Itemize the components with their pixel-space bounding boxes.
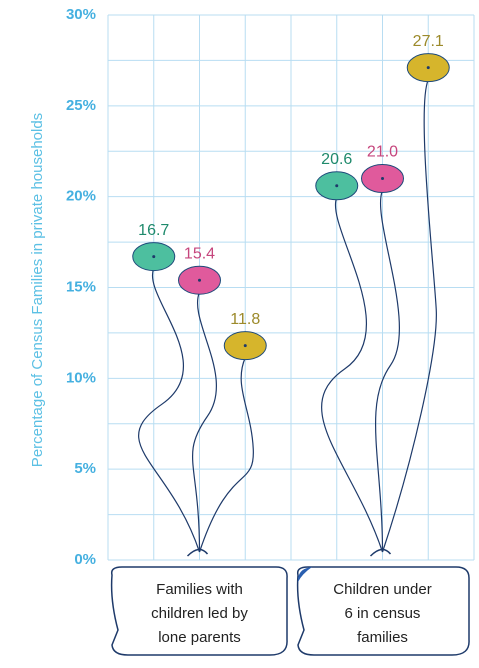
- value-label: 27.1: [413, 33, 444, 50]
- balloon-knot: [152, 255, 156, 259]
- y-axis-label: Percentage of Census Families in private…: [29, 113, 46, 467]
- string-knot: [369, 548, 392, 557]
- balloon-knot: [243, 344, 247, 348]
- balloon-string: [192, 291, 218, 553]
- category-bubble: [110, 566, 288, 656]
- bubble-accent: [298, 567, 312, 582]
- y-tick-label: 5%: [74, 460, 96, 477]
- value-label: 15.4: [184, 245, 215, 262]
- value-label: 11.8: [230, 311, 260, 328]
- string-knot: [186, 548, 209, 557]
- y-tick-label: 15%: [66, 278, 96, 295]
- value-label: 16.7: [138, 222, 169, 239]
- y-tick-label: 10%: [66, 369, 96, 386]
- value-label: 21.0: [367, 144, 398, 161]
- balloon-knot: [335, 184, 339, 188]
- balloon-knot: [198, 278, 201, 282]
- category-label: Families with children led by lone parents: [151, 581, 248, 646]
- category-bubble: [296, 566, 470, 656]
- balloon-string: [321, 197, 384, 553]
- balloon-knot: [381, 177, 384, 180]
- y-tick-label: 25%: [66, 97, 96, 114]
- y-tick-label: 0%: [74, 551, 96, 568]
- value-label: 20.6: [321, 151, 352, 168]
- category-label: Children under 6 in census families: [333, 581, 431, 646]
- y-tick-label: 30%: [66, 6, 96, 23]
- balloon-string: [138, 268, 201, 553]
- balloon-string: [381, 79, 437, 553]
- balloon-knot: [426, 66, 430, 70]
- balloon-string: [198, 357, 254, 553]
- y-tick-label: 20%: [66, 188, 96, 205]
- balloon-string: [374, 190, 400, 553]
